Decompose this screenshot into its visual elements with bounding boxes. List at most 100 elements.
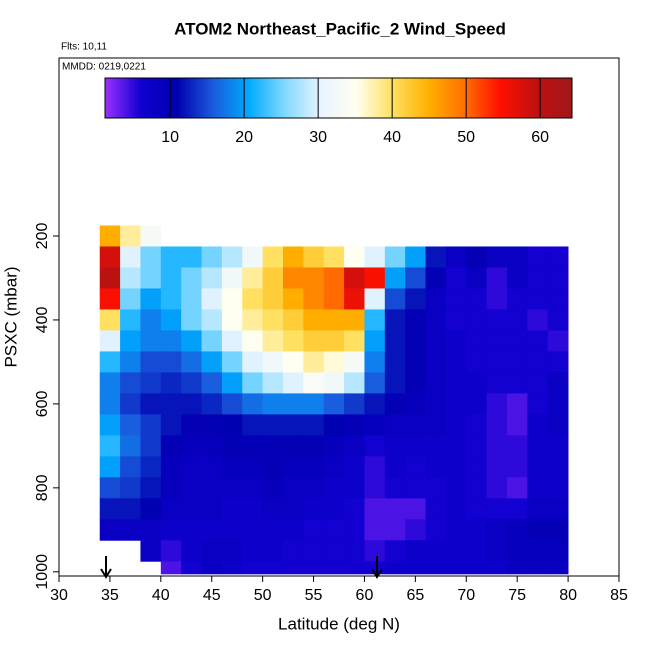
heat-cell — [527, 498, 549, 520]
heat-cell — [221, 477, 243, 499]
heat-cell — [221, 435, 243, 457]
heat-cell — [323, 351, 345, 373]
heat-cell — [160, 267, 182, 289]
heat-cell — [99, 393, 121, 415]
heat-cell — [323, 561, 345, 575]
heat-cell — [221, 351, 243, 373]
heat-cell — [466, 414, 488, 436]
heat-cell — [99, 519, 121, 541]
heat-cell — [242, 435, 264, 457]
heat-cell — [405, 267, 426, 289]
heat-cell — [425, 477, 447, 499]
heat-cell — [507, 540, 528, 562]
heat-cell — [547, 540, 569, 562]
heat-cell — [445, 477, 467, 499]
heat-cell — [262, 330, 284, 352]
heat-cell — [425, 414, 447, 436]
colorbar-tick-label: 50 — [457, 129, 475, 146]
heat-cell — [160, 372, 182, 394]
heat-cell — [527, 372, 549, 394]
heat-cell — [445, 519, 467, 541]
heat-cell — [201, 435, 223, 457]
heat-cell — [160, 246, 182, 268]
heat-cell — [181, 351, 202, 373]
heat-cell — [486, 372, 508, 394]
heat-cell — [405, 414, 426, 436]
y-tick-label: 200 — [34, 223, 51, 250]
heat-cell — [486, 393, 508, 415]
heat-cell — [425, 330, 447, 352]
heat-cell — [283, 498, 304, 520]
heat-cell — [140, 540, 162, 562]
heat-cell — [201, 351, 223, 373]
heat-cell — [120, 330, 141, 352]
heat-cell — [486, 561, 508, 575]
heat-cell — [486, 309, 508, 331]
heat-cell — [507, 351, 528, 373]
heat-cell — [527, 519, 549, 541]
heat-cell — [547, 519, 569, 541]
heat-cell — [99, 309, 121, 331]
heat-cell — [140, 225, 162, 247]
heat-cell — [283, 477, 304, 499]
heat-cell — [160, 456, 182, 478]
heat-cell — [425, 456, 447, 478]
heat-cell — [323, 330, 345, 352]
heat-cell — [262, 414, 284, 436]
heat-cell — [425, 351, 447, 373]
heat-cell — [547, 351, 569, 373]
annotation: Flts: 10,11 — [61, 42, 107, 53]
heat-cell — [364, 435, 386, 457]
heat-cell — [507, 498, 528, 520]
heat-cell — [140, 393, 162, 415]
heat-cell — [547, 477, 569, 499]
heat-cell — [303, 540, 325, 562]
heat-cell — [303, 561, 325, 575]
x-tick-label: 75 — [508, 587, 526, 604]
heat-cell — [466, 351, 488, 373]
heat-cell — [242, 309, 264, 331]
heat-cell — [160, 477, 182, 499]
heat-cell — [201, 288, 223, 310]
heat-cell — [140, 477, 162, 499]
plot-frame — [58, 57, 620, 577]
heat-cell — [323, 393, 345, 415]
heat-cell — [466, 267, 488, 289]
heat-cell — [425, 393, 447, 415]
heat-cell — [242, 246, 264, 268]
heat-cell — [527, 267, 549, 289]
x-tick-label: 55 — [305, 587, 323, 604]
heat-cell — [120, 498, 141, 520]
heat-cell — [303, 519, 325, 541]
heat-cell — [140, 498, 162, 520]
heat-cell — [344, 330, 365, 352]
heat-cell — [120, 456, 141, 478]
heat-cell — [507, 246, 528, 268]
heat-cell — [221, 393, 243, 415]
heat-cell — [445, 498, 467, 520]
heat-cell — [221, 309, 243, 331]
heat-cell — [262, 435, 284, 457]
heat-cell — [283, 519, 304, 541]
heat-cell — [547, 330, 569, 352]
heat-cell — [486, 414, 508, 436]
heat-cell — [201, 498, 223, 520]
heat-cell — [344, 519, 365, 541]
heat-cell — [283, 456, 304, 478]
heat-cell — [364, 288, 386, 310]
heat-cell — [323, 309, 345, 331]
heat-cell — [364, 246, 386, 268]
heat-cell — [344, 498, 365, 520]
heat-cell — [181, 519, 202, 541]
heat-cell — [405, 330, 426, 352]
heat-cell — [221, 540, 243, 562]
heat-cell — [384, 414, 406, 436]
heat-cell — [323, 477, 345, 499]
heat-cell — [466, 561, 488, 575]
heat-cell — [486, 519, 508, 541]
heat-cell — [242, 498, 264, 520]
heat-cell — [344, 414, 365, 436]
colorbar-tick-label: 30 — [309, 129, 327, 146]
heat-cell — [303, 414, 325, 436]
heat-cell — [364, 498, 386, 520]
